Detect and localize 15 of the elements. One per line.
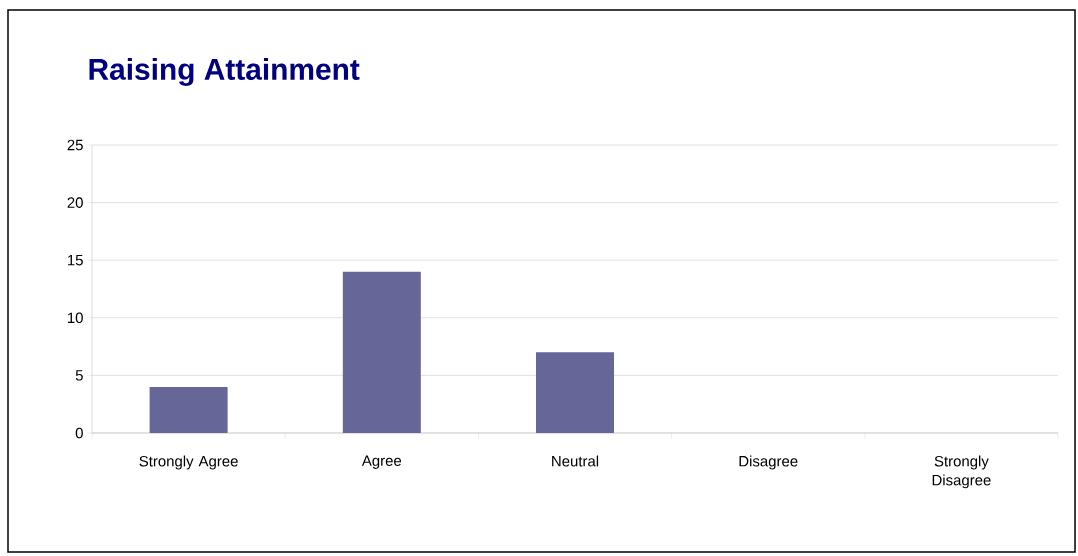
bar [149,386,228,433]
y-tick-label: 25 [67,139,83,151]
y-tick-label: 5 [75,370,83,381]
y-tick-label: 20 [67,197,83,208]
y-tick-label: 10 [68,312,83,324]
chart-title: Raising Attainment [89,58,360,86]
x-tick-label: Disagree [739,455,798,470]
bar [342,271,421,433]
x-tick-label: Strongly Disagree [932,455,991,489]
y-tick-label: 15 [68,254,83,266]
bar [536,352,615,433]
x-tick-label: Neutral [552,455,599,467]
x-tick-label: Agree [361,455,402,469]
y-tick-label: 0 [75,427,83,439]
x-tick-label: Strongly Agree [139,455,238,470]
